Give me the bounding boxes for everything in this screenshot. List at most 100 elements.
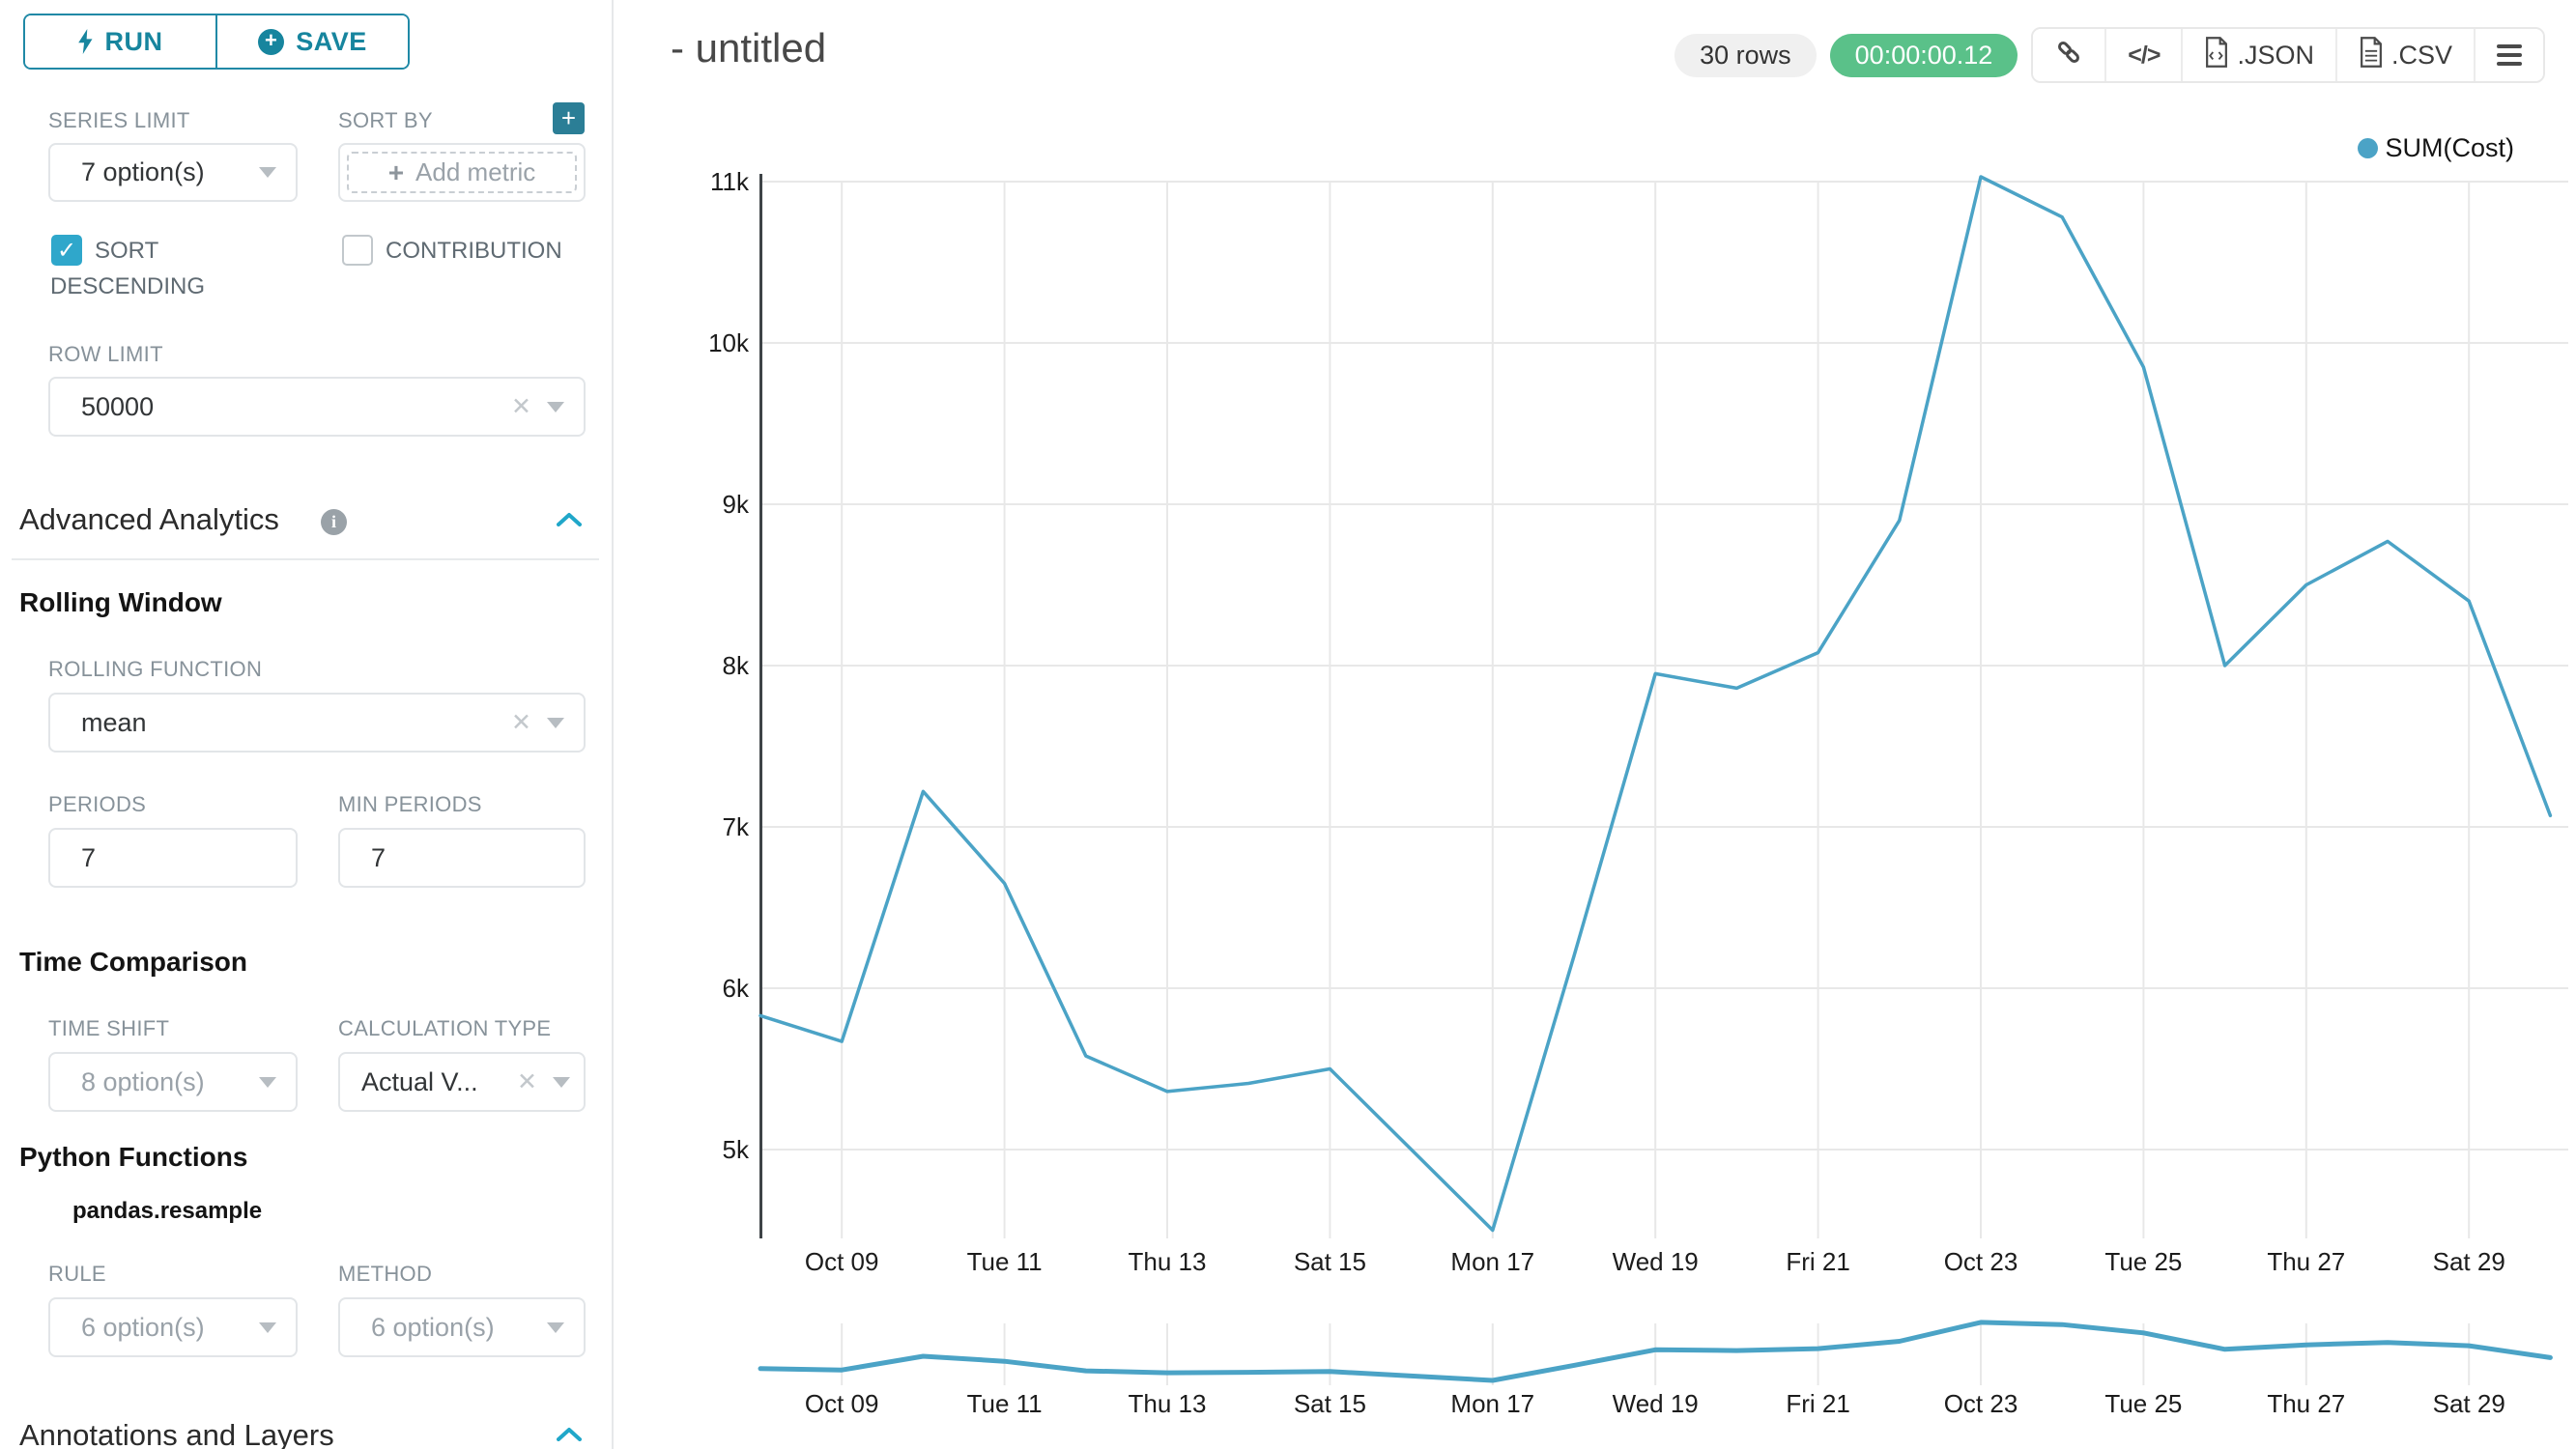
time-comparison-title: Time Comparison xyxy=(19,947,247,977)
rolling-function-select[interactable]: mean xyxy=(48,693,586,753)
run-button[interactable]: RUN xyxy=(25,15,215,68)
time-shift-value: 8 option(s) xyxy=(81,1066,205,1096)
chart-title[interactable]: - untitled xyxy=(671,25,827,71)
svg-text:Sat 29: Sat 29 xyxy=(2433,1389,2505,1418)
svg-text:Thu 27: Thu 27 xyxy=(2267,1389,2345,1418)
min-periods-value: 7 xyxy=(371,842,386,872)
series-limit-select[interactable]: 7 option(s) xyxy=(48,143,298,202)
caret-down-icon xyxy=(259,1076,276,1088)
add-sort-metric-button[interactable] xyxy=(553,102,585,134)
clear-icon[interactable] xyxy=(517,1067,537,1096)
svg-text:Fri 21: Fri 21 xyxy=(1786,1389,1849,1418)
svg-text:Sat 29: Sat 29 xyxy=(2433,1247,2505,1276)
chevron-up-icon[interactable] xyxy=(557,1427,582,1441)
svg-text:Thu 13: Thu 13 xyxy=(1129,1389,1207,1418)
periods-input[interactable]: 7 xyxy=(48,828,298,888)
svg-text:Thu 13: Thu 13 xyxy=(1129,1247,1207,1276)
csv-button-label: .CSV xyxy=(2390,40,2452,70)
caret-down-icon xyxy=(547,401,564,412)
svg-text:6k: 6k xyxy=(723,974,750,1003)
code-icon: </> xyxy=(2128,41,2161,69)
chart-panel: 11k 10k 9k 8k 7k 6k 5k Oct 09 Oct 09 Tue 11 Tue 11… xyxy=(615,0,2576,1449)
caret-down-icon xyxy=(259,1321,276,1333)
periods-value: 7 xyxy=(81,842,97,872)
rule-value: 6 option(s) xyxy=(81,1312,205,1342)
sort-descending-label-1: SORT xyxy=(95,238,159,264)
plus-icon xyxy=(388,157,404,188)
time-shift-select[interactable]: 8 option(s) xyxy=(48,1052,298,1112)
save-button[interactable]: SAVE xyxy=(215,15,408,68)
svg-text:7k: 7k xyxy=(723,812,750,841)
rolling-function-label: ROLLING FUNCTION xyxy=(48,657,263,681)
contribution-label: CONTRIBUTION xyxy=(386,238,562,264)
periods-label: PERIODS xyxy=(48,792,147,816)
svg-text:10k: 10k xyxy=(708,328,750,357)
svg-text:Tue 25: Tue 25 xyxy=(2104,1389,2182,1418)
svg-text:Sat 15: Sat 15 xyxy=(1294,1247,1366,1276)
calculation-type-select[interactable]: Actual V... xyxy=(338,1052,586,1112)
caret-down-icon xyxy=(547,1321,564,1333)
view-query-button[interactable]: </> xyxy=(2104,29,2182,81)
link-icon xyxy=(2054,38,2083,73)
svg-text:9k: 9k xyxy=(723,490,750,519)
clear-icon[interactable] xyxy=(511,392,531,421)
calculation-type-value: Actual V... xyxy=(361,1066,478,1096)
rolling-window-title: Rolling Window xyxy=(19,587,222,617)
svg-text:Tue 11: Tue 11 xyxy=(967,1247,1043,1276)
sort-by-select[interactable]: Add metric xyxy=(338,143,586,202)
svg-text:5k: 5k xyxy=(723,1135,750,1164)
export-json-button[interactable]: .JSON xyxy=(2181,29,2335,81)
sort-descending-checkbox[interactable] xyxy=(51,235,82,266)
svg-text:Mon 17: Mon 17 xyxy=(1450,1247,1534,1276)
svg-text:Oct 23: Oct 23 xyxy=(1944,1389,2018,1418)
series-limit-value: 7 option(s) xyxy=(81,157,205,186)
chevron-up-icon[interactable] xyxy=(557,512,582,526)
add-metric-placeholder: Add metric xyxy=(415,157,536,186)
caret-down-icon xyxy=(259,167,276,178)
svg-text:Sat 15: Sat 15 xyxy=(1294,1389,1366,1418)
run-button-label: RUN xyxy=(104,26,163,56)
legend-label: SUM(Cost) xyxy=(2385,133,2515,162)
main-chart[interactable]: 11k 10k 9k 8k 7k 6k 5k Oct 09 Oct 09 Tue 11 Tue 11… xyxy=(615,0,2576,1449)
svg-text:Oct 09: Oct 09 xyxy=(805,1247,879,1276)
advanced-analytics-title: Advanced Analytics xyxy=(19,502,279,536)
calculation-type-label: CALCULATION TYPE xyxy=(338,1016,552,1040)
method-select[interactable]: 6 option(s) xyxy=(338,1297,586,1357)
series-limit-label: SERIES LIMIT xyxy=(48,108,190,132)
min-periods-label: MIN PERIODS xyxy=(338,792,482,816)
caret-down-icon xyxy=(547,717,564,728)
json-button-label: .JSON xyxy=(2237,40,2314,70)
svg-text:Tue 25: Tue 25 xyxy=(2104,1247,2182,1276)
legend-dot xyxy=(2357,138,2378,158)
share-link-button[interactable] xyxy=(2033,29,2105,81)
csv-file-icon xyxy=(2359,36,2384,74)
method-value: 6 option(s) xyxy=(371,1312,495,1342)
save-button-label: SAVE xyxy=(296,26,367,56)
min-periods-input[interactable]: 7 xyxy=(338,828,586,888)
pandas-resample-label: pandas.resample xyxy=(72,1198,263,1224)
chart-header-actions: 30 rows 00:00:00.12 </> xyxy=(1674,27,2545,83)
info-icon[interactable] xyxy=(321,509,347,535)
svg-text:Fri 21: Fri 21 xyxy=(1786,1247,1849,1276)
lightning-icon xyxy=(77,29,94,54)
run-save-button-group: RUN SAVE xyxy=(23,14,410,70)
chart-legend[interactable]: SUM(Cost) xyxy=(2357,133,2515,163)
sort-by-label: SORT BY xyxy=(338,108,433,132)
query-duration-badge: 00:00:00.12 xyxy=(1829,33,2018,77)
menu-button[interactable] xyxy=(2474,29,2543,81)
contribution-checkbox[interactable] xyxy=(342,235,373,266)
sort-descending-label-2: DESCENDING xyxy=(50,273,206,299)
export-csv-button[interactable]: .CSV xyxy=(2334,29,2474,81)
export-toolbar: </> .JSON xyxy=(2031,27,2545,83)
row-limit-value: 50000 xyxy=(81,391,155,421)
hamburger-menu-icon xyxy=(2497,44,2522,66)
row-limit-label: ROW LIMIT xyxy=(48,342,163,366)
row-limit-select[interactable]: 50000 xyxy=(48,377,586,437)
clear-icon[interactable] xyxy=(511,708,531,737)
section-divider xyxy=(12,558,599,560)
svg-text:Oct 09: Oct 09 xyxy=(805,1389,879,1418)
rule-select[interactable]: 6 option(s) xyxy=(48,1297,298,1357)
svg-text:Wed 19: Wed 19 xyxy=(1613,1247,1699,1276)
json-file-icon xyxy=(2204,36,2229,74)
